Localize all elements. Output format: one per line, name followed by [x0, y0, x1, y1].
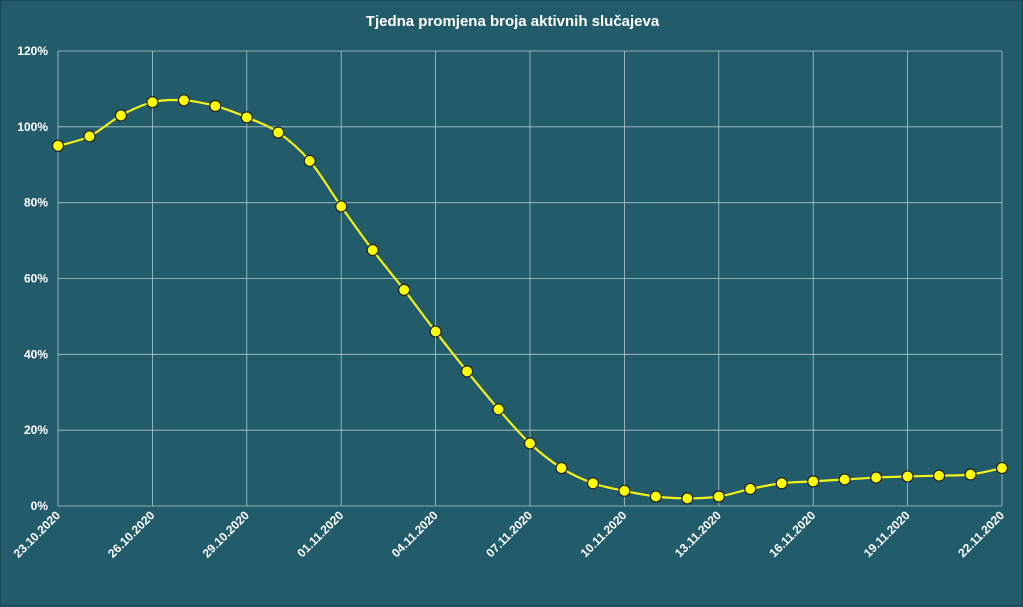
data-point: [303, 154, 316, 168]
data-point: [586, 477, 600, 490]
x-tick-label: 22.11.2020: [955, 508, 1007, 560]
data-point: [870, 471, 883, 484]
y-tick-label: 20%: [24, 423, 48, 437]
x-tick-label: 01.11.2020: [294, 508, 346, 560]
data-point: [366, 243, 379, 257]
data-point: [240, 111, 253, 124]
y-axis-ticks: 0% 20% 40% 60% 80% 100% 120%: [17, 44, 48, 513]
x-tick-label: 07.11.2020: [483, 508, 535, 560]
data-point: [114, 109, 128, 122]
x-tick-label: 19.11.2020: [861, 508, 913, 560]
data-point: [901, 470, 914, 483]
data-point: [146, 96, 159, 109]
data-point: [681, 492, 694, 505]
data-point: [51, 139, 65, 152]
data-point: [712, 490, 725, 503]
x-tick-label: 29.10.2020: [200, 508, 253, 561]
data-points: [51, 94, 1009, 505]
data-point: [460, 365, 474, 378]
data-point: [838, 473, 851, 486]
data-point: [492, 403, 505, 416]
data-point: [995, 461, 1009, 475]
data-point: [83, 130, 96, 143]
y-tick-label: 120%: [17, 44, 48, 58]
data-point: [744, 482, 757, 496]
data-point: [807, 475, 820, 488]
y-tick-label: 100%: [17, 120, 48, 134]
data-point: [523, 437, 537, 450]
data-point: [555, 461, 568, 475]
data-point: [335, 200, 348, 213]
x-axis-ticks: 23.10.2020 26.10.2020 29.10.2020 01.11.2020…: [11, 508, 1008, 561]
y-tick-label: 40%: [24, 347, 48, 361]
data-point: [429, 325, 442, 338]
x-tick-label: 23.10.2020: [11, 508, 64, 561]
y-tick-label: 0%: [31, 499, 49, 513]
data-point: [398, 283, 411, 296]
chart-title: Tjedna promjena broja aktivnih slučajeva: [365, 13, 660, 30]
x-tick-label: 10.11.2020: [578, 508, 630, 560]
grid: [57, 50, 1003, 507]
data-point: [177, 94, 190, 107]
data-point: [649, 490, 662, 503]
x-tick-label: 13.11.2020: [672, 508, 724, 560]
x-tick-label: 16.11.2020: [766, 508, 818, 560]
data-point: [272, 126, 285, 139]
data-point: [618, 484, 631, 497]
x-tick-label: 04.11.2020: [389, 508, 441, 560]
y-tick-label: 80%: [24, 196, 48, 210]
data-point: [932, 469, 946, 482]
data-point: [964, 468, 977, 481]
data-point: [209, 99, 222, 113]
x-tick-label: 26.10.2020: [105, 508, 158, 561]
data-point: [775, 477, 788, 490]
y-tick-label: 60%: [24, 272, 48, 286]
